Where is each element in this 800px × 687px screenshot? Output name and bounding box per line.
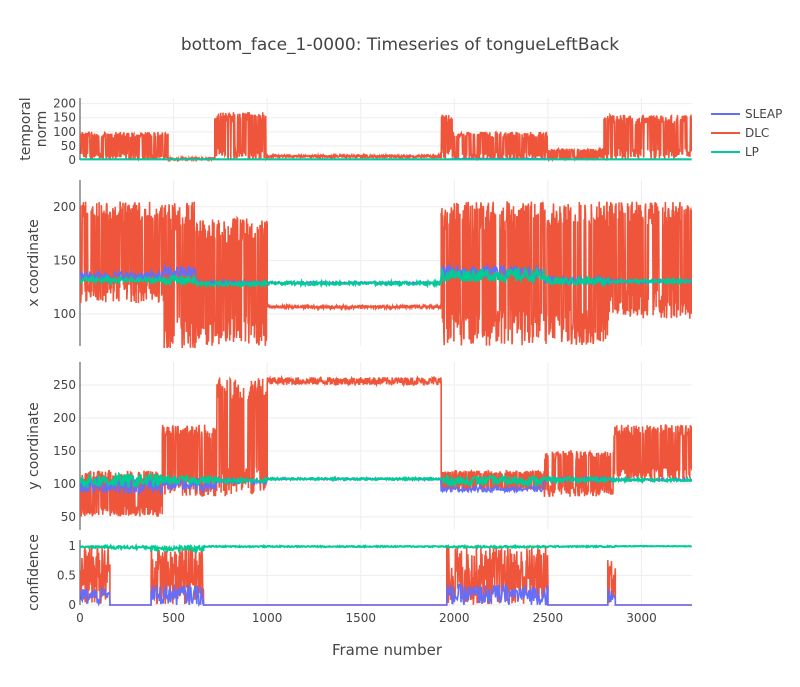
y-axis-title: y coordinate xyxy=(26,402,42,489)
legend[interactable]: SLEAP DLC LP xyxy=(711,107,782,159)
y-axis-title-line: confidence xyxy=(26,534,42,611)
series-line-dlc xyxy=(80,111,692,162)
y-axis-title-line: y coordinate xyxy=(26,402,42,489)
series-line-lp xyxy=(80,542,692,554)
panel-y-coordinate: 50 100 150 200 250 y coordinate xyxy=(26,362,692,530)
y-tick-label: 0.5 xyxy=(57,568,76,582)
y-axis-title: temporalnorm xyxy=(18,97,50,160)
panel-x-coordinate: 100 150 200 x coordinate xyxy=(26,180,692,348)
x-tick-label: 3000 xyxy=(626,611,657,625)
y-tick-label: 0 xyxy=(68,153,76,167)
series-line-dlc xyxy=(80,201,692,348)
legend-label: SLEAP xyxy=(745,107,782,121)
y-axis-title-line: norm xyxy=(34,111,50,148)
legend-label: LP xyxy=(745,145,759,159)
series-line-dlc xyxy=(80,374,692,517)
y-tick-label: 1 xyxy=(68,539,76,553)
y-tick-label: 250 xyxy=(53,378,76,392)
legend-item-sleap[interactable]: SLEAP xyxy=(711,107,782,121)
legend-label: DLC xyxy=(745,126,769,140)
legend-item-dlc[interactable]: DLC xyxy=(711,126,769,140)
panel-confidence: 0 0.5 1 confidence 0 500 1000 1500 2000 2500 3000 xyxy=(26,534,692,625)
legend-item-lp[interactable]: LP xyxy=(711,145,759,159)
y-axis-title-line: temporal xyxy=(18,97,34,160)
y-tick-label: 50 xyxy=(61,139,76,153)
x-tick-label: 2000 xyxy=(439,611,470,625)
y-tick-label: 200 xyxy=(53,411,76,425)
y-tick-label: 0 xyxy=(68,598,76,612)
series-line-sleap xyxy=(80,583,692,607)
series-line-lp xyxy=(80,471,692,489)
x-tick-label: 1000 xyxy=(252,611,283,625)
y-axis-title: confidence xyxy=(26,534,42,611)
y-tick-label: 200 xyxy=(53,97,76,111)
x-tick-label: 0 xyxy=(76,611,84,625)
y-axis-title-line: x coordinate xyxy=(26,219,42,306)
chart-title: bottom_face_1-0000: Timeseries of tongue… xyxy=(181,35,619,55)
series-line-lp xyxy=(80,265,692,290)
x-tick-label: 1500 xyxy=(345,611,376,625)
y-tick-label: 100 xyxy=(53,125,76,139)
y-tick-label: 100 xyxy=(53,307,76,321)
x-axis-title: Frame number xyxy=(332,641,443,659)
x-tick-label: 2500 xyxy=(533,611,564,625)
y-tick-label: 100 xyxy=(53,477,76,491)
y-axis-title: x coordinate xyxy=(26,219,42,306)
y-tick-label: 150 xyxy=(53,253,76,267)
y-tick-label: 150 xyxy=(53,444,76,458)
y-tick-label: 50 xyxy=(61,510,76,524)
y-tick-label: 150 xyxy=(53,111,76,125)
x-tick-label: 500 xyxy=(162,611,185,625)
y-tick-label: 200 xyxy=(53,200,76,214)
